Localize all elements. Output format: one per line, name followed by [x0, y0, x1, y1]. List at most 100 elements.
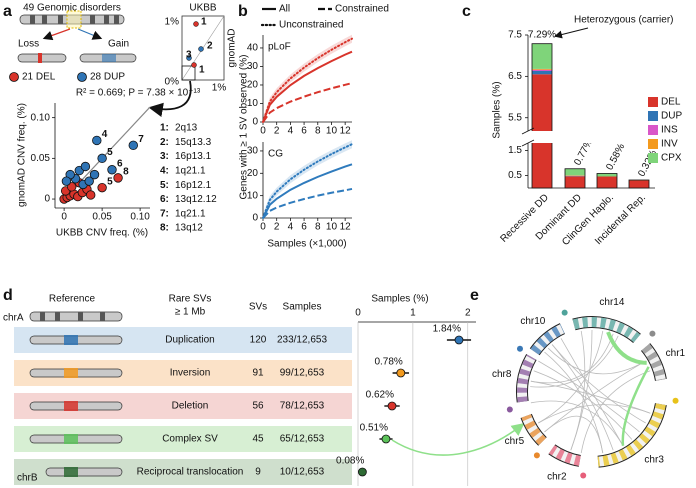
- data-point: [381, 434, 391, 444]
- value-label: 0.51%: [360, 423, 388, 434]
- key-locus: 1q21.1: [175, 208, 206, 219]
- x-axis-label: Samples (%): [371, 294, 428, 305]
- inset-y-tick: 1%: [165, 17, 180, 28]
- line: [262, 163, 353, 219]
- bar-segment: [532, 68, 552, 70]
- axis-break-mark: [521, 139, 535, 147]
- y-tick-label: 0: [252, 213, 258, 224]
- category-label: Duplication: [165, 335, 214, 346]
- legend-label: CPX: [661, 153, 682, 164]
- legend-swatch: [648, 153, 658, 163]
- key-number: 7:: [160, 208, 169, 219]
- inset-zoom-box: [181, 65, 196, 81]
- data-point: [357, 467, 367, 477]
- legend-swatch: [648, 111, 658, 121]
- inset-point-label: 2: [207, 41, 213, 52]
- chromosome-label: chr10: [520, 316, 545, 327]
- link: [530, 380, 651, 414]
- highlight-link: [621, 366, 650, 446]
- chromosome-band: [58, 15, 63, 24]
- chromosome-dot: [533, 452, 540, 459]
- link: [530, 335, 619, 388]
- legend-label: Constrained: [335, 4, 389, 15]
- y-tick-label: 0: [252, 117, 258, 128]
- category-label: Complex SV: [162, 434, 218, 445]
- line: [262, 50, 353, 123]
- chromosome-dot: [580, 472, 587, 479]
- y-axis-label: Samples (%): [492, 81, 503, 138]
- legend-label: DEL: [661, 97, 681, 108]
- chromosome-bands: [530, 324, 565, 355]
- key-number: 5:: [160, 180, 169, 191]
- sample-count: 78/12,653: [280, 401, 325, 412]
- chromosome-band: [40, 312, 45, 321]
- diagram-title: 49 Genomic disorders: [23, 3, 121, 14]
- key-locus: 1q21.1: [175, 166, 206, 177]
- data-point: [92, 135, 102, 146]
- line: [262, 82, 353, 123]
- link: [580, 370, 651, 454]
- chromosome-band: [30, 15, 35, 24]
- subplot-title: CG: [268, 149, 283, 160]
- total-label: 7.29%: [528, 29, 556, 40]
- data-point: [387, 401, 397, 411]
- sv-count: 120: [250, 335, 267, 346]
- legend-label: 21 DEL: [22, 72, 56, 83]
- x-tick-label: 0.05: [92, 212, 112, 223]
- axis-break-mark: [521, 127, 535, 135]
- column-header: Rare SVs: [169, 294, 212, 305]
- key-locus: 13q12: [175, 223, 203, 234]
- bar-segment: [565, 175, 585, 176]
- chromosome-band: [114, 15, 119, 24]
- chromosome-bands: [641, 343, 666, 381]
- data-point: [454, 335, 464, 345]
- chromosome-label: chr5: [505, 436, 525, 447]
- chromosome-label: chr2: [547, 472, 567, 483]
- key-locus: 16p13.1: [175, 151, 212, 162]
- x-tick-label: 12: [340, 126, 352, 137]
- inset-point-label: 1: [199, 65, 205, 76]
- sv-count: 45: [252, 434, 264, 445]
- line: [262, 187, 353, 219]
- x-tick-label: 10: [326, 222, 338, 233]
- x-tick-label: 10: [326, 126, 338, 137]
- loss-arrow: [42, 28, 71, 41]
- x-tick-label: 0: [260, 222, 266, 233]
- point-label: 5: [107, 147, 113, 158]
- row-chromosome: [45, 467, 123, 477]
- value-label: 0.62%: [366, 390, 394, 401]
- panel-label: b: [238, 3, 248, 20]
- chromosome-bands: [597, 403, 666, 467]
- y-tick-label: 10: [247, 190, 259, 201]
- chromosome-band: [100, 312, 105, 321]
- column-header: SVs: [249, 302, 267, 313]
- panel-label: d: [3, 287, 13, 304]
- chromosome-label: chr1: [666, 348, 686, 359]
- gain-label: Gain: [108, 39, 129, 50]
- inset-point: [193, 21, 199, 27]
- point-label: 8: [123, 167, 129, 178]
- line: [262, 37, 353, 123]
- legend-marker: [9, 72, 19, 82]
- column-header: Samples: [283, 302, 322, 313]
- y-tick-label: 0.05: [31, 153, 51, 164]
- data-point: [128, 140, 138, 151]
- annotation-arrow: [554, 27, 589, 39]
- link: [551, 344, 646, 424]
- x-tick-label: 4: [288, 126, 294, 137]
- key-locus: 15q13.3: [175, 137, 212, 148]
- bar-outline: [628, 179, 650, 189]
- x-tick-label: 1: [410, 308, 416, 319]
- data-point: [84, 176, 94, 186]
- bar-segment: [565, 175, 585, 177]
- sample-count: 65/12,653: [280, 434, 325, 445]
- x-tick-label: 0: [61, 212, 67, 223]
- y-tick-label: 30: [247, 146, 259, 157]
- link: [547, 347, 646, 375]
- y-tick-label: 0.5: [508, 170, 522, 181]
- sv-marker: [64, 434, 78, 444]
- link: [544, 351, 604, 454]
- y-axis-label: Genes with ≥ 1 SV observed (%): [239, 55, 250, 200]
- legend-swatch: [648, 97, 658, 107]
